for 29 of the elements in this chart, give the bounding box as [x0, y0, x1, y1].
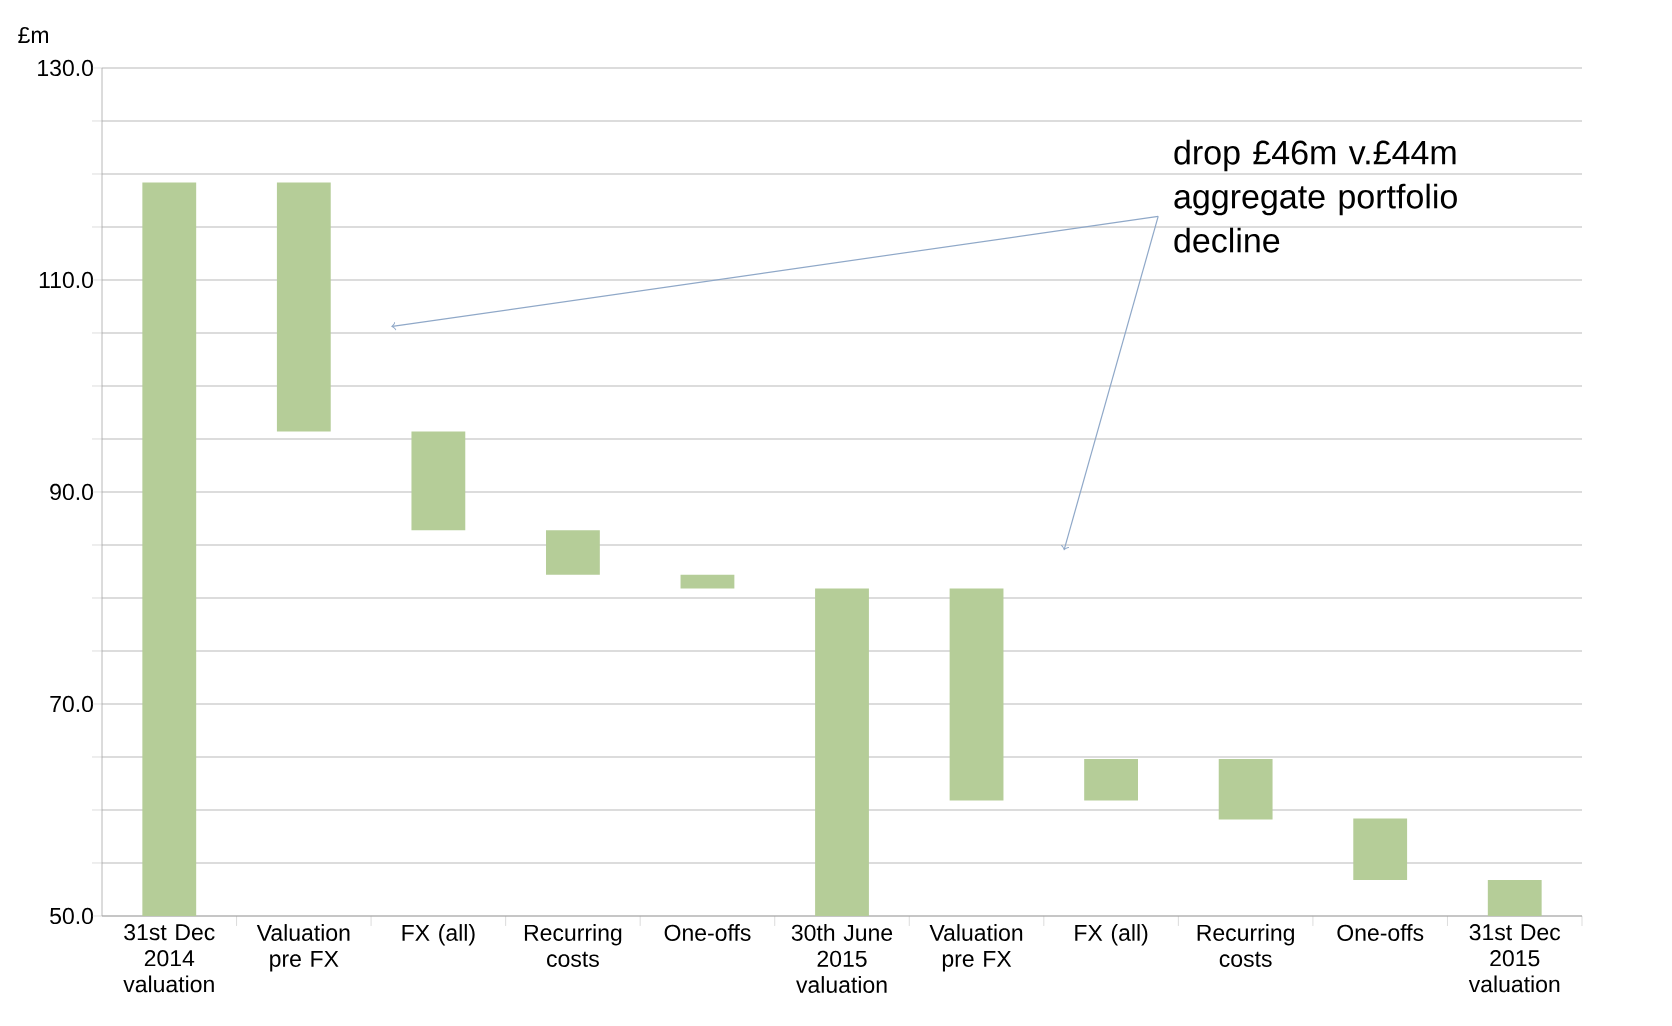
bar: [815, 588, 869, 916]
bar: [1218, 759, 1273, 820]
x-tick-label: FX (all): [402, 924, 475, 946]
bar: [680, 574, 735, 589]
x-tick-label: Recurring costs: [1197, 924, 1294, 967]
annotation: drop £46m v.£44m aggregate portfolio decline: [1174, 139, 1457, 253]
bar: [1487, 879, 1542, 916]
x-tick-label: Recurring costs: [524, 924, 622, 967]
x-tick-label: 31st Dec 2015 valuation: [1468, 924, 1561, 993]
x-tick-label: 31st Dec 2014 valuation: [123, 924, 215, 993]
y-tick-label: 70.0: [50, 695, 94, 713]
bar: [142, 182, 197, 916]
y-axis-title: £m: [18, 26, 48, 43]
y-tick-label: 90.0: [50, 483, 94, 501]
bar: [276, 182, 331, 432]
x-tick-label: One-offs: [1337, 924, 1424, 941]
bar: [1084, 759, 1138, 801]
y-tick-label: 50.0: [50, 907, 94, 925]
bar: [411, 431, 466, 531]
y-tick-label: 130.0: [38, 59, 94, 77]
bar: [1353, 818, 1408, 880]
x-tick-label: FX (all): [1075, 924, 1148, 946]
x-tick-label: One-offs: [664, 924, 751, 941]
x-tick-label: 30th June 2015 valuation: [791, 924, 893, 993]
x-tick-label: Valuation pre FX: [256, 924, 350, 972]
bar: [949, 588, 1004, 801]
y-tick-label: 110.0: [39, 271, 94, 289]
bar: [546, 530, 600, 575]
x-tick-label: Valuation pre FX: [929, 924, 1023, 972]
